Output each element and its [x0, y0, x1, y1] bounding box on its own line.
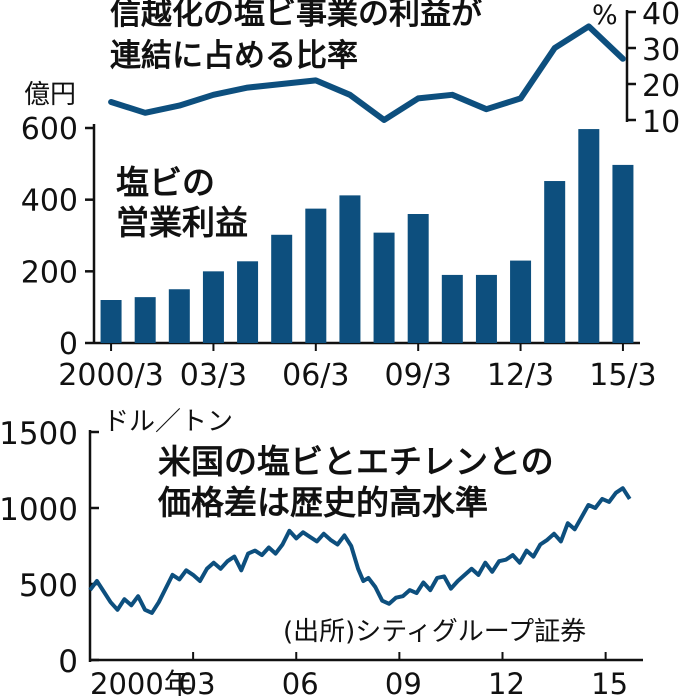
spread-y-ticks: 0 500 1000 1500 — [0, 416, 99, 680]
profit-title-line2: 営業利益 — [116, 203, 248, 242]
spread-y-tick-label: 0 — [58, 644, 78, 680]
profit-y-ticks: 0 200 400 600 — [21, 112, 94, 362]
source-note: (出所)シティグループ証券 — [283, 617, 586, 647]
profit-bar — [100, 300, 122, 343]
profit-bar — [134, 297, 156, 343]
profit-bar — [339, 195, 361, 343]
profit-y-tick-label: 200 — [21, 255, 78, 290]
ratio-y-tick-label: 10 — [642, 105, 680, 140]
profit-x-tick-label: 03/3 — [180, 358, 247, 393]
profit-y-tick-label: 600 — [21, 112, 78, 147]
spread-y-tick-label: 1500 — [0, 416, 78, 452]
spread-y-tick-label: 500 — [19, 568, 78, 604]
profit-x-tick-label: 15/3 — [589, 358, 656, 393]
profit-bar — [441, 274, 463, 343]
profit-bar — [168, 289, 190, 343]
profit-bar — [373, 232, 395, 343]
profit-x-tick-label: 06/3 — [282, 358, 349, 393]
profit-unit-label: 億円 — [24, 80, 76, 110]
ratio-y-tick-label: 30 — [642, 33, 680, 68]
spread-x-tick-label: 09 — [385, 667, 422, 696]
profit-bar — [271, 234, 293, 343]
spread-x-tick-label: 15 — [591, 667, 628, 696]
ratio-title-line1: 信越化の塩ビ事業の利益が — [110, 0, 482, 32]
spread-y-tick-label: 1000 — [0, 492, 78, 528]
spread-x-tick-label: 2000年 — [90, 667, 193, 696]
profit-y-tick-label: 0 — [59, 327, 78, 362]
profit-x-tick-label: 12/3 — [487, 358, 554, 393]
profit-bar — [475, 274, 497, 343]
spread-x-tick-label: 03 — [179, 667, 216, 696]
ratio-line — [108, 23, 626, 123]
ratio-title-line2: 連結に占める比率 — [110, 38, 358, 74]
profit-chart: 億円 0 200 400 600 2000/3 03/3 06/3 09/3 12/3 15/3… — [21, 80, 657, 393]
profit-x-tick-label: 09/3 — [385, 358, 452, 393]
profit-bar — [578, 129, 600, 343]
profit-bar — [305, 208, 327, 343]
spread-x-tick-label: 12 — [488, 667, 525, 696]
profit-title-line1: 塩ビの — [116, 163, 215, 202]
profit-bar — [510, 260, 532, 343]
profit-bar — [544, 181, 566, 343]
profit-bar — [202, 271, 224, 343]
spread-title-line1: 米国の塩ビとエチレンとの — [158, 442, 554, 481]
ratio-y-tick-label: 40 — [642, 0, 680, 32]
profit-bar — [407, 214, 429, 343]
profit-bar — [612, 164, 634, 343]
spread-x-tick-label: 06 — [282, 667, 319, 696]
ratio-unit-label: % — [592, 0, 618, 31]
spread-unit-label: ドル／トン — [103, 407, 233, 437]
spread-line — [88, 486, 632, 615]
profit-y-tick-label: 400 — [21, 184, 78, 219]
profit-x-ticks: 2000/3 03/3 06/3 09/3 12/3 15/3 — [58, 343, 657, 393]
ratio-y-tick-label: 20 — [642, 69, 680, 104]
profit-x-tick-label: 2000/3 — [58, 358, 164, 393]
profit-bar — [237, 261, 259, 343]
profit-bars — [100, 129, 634, 343]
spread-title-line2: 価格差は歴史的高水準 — [157, 483, 488, 522]
